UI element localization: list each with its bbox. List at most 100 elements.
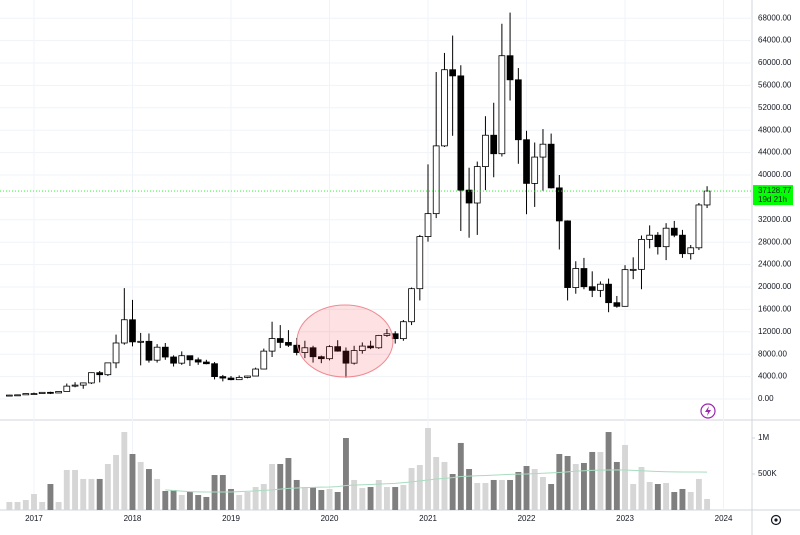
candle-body <box>588 286 596 291</box>
volume-bar <box>540 477 546 510</box>
volume-bar <box>449 474 456 510</box>
candle-body <box>408 288 415 323</box>
candle-body <box>6 394 13 397</box>
candle-body <box>646 234 653 240</box>
volume-bar <box>211 475 218 510</box>
volume-bar <box>441 461 448 510</box>
volume-bar <box>507 479 514 510</box>
volume-bar <box>154 478 161 510</box>
volume-bar <box>31 494 37 510</box>
volume-bar <box>55 502 62 510</box>
volume-bar <box>318 489 325 510</box>
axes: 2017 2018 2019 2020 2021 2022 2023 2024 0.00 4000… <box>0 13 793 523</box>
candle-body <box>79 382 87 386</box>
y-tick-label: 0.00 <box>758 394 774 403</box>
x-tick-label: 2018 <box>124 514 142 523</box>
volume-bar <box>556 453 563 510</box>
candle-body <box>227 377 235 381</box>
candle-body <box>539 143 547 158</box>
candle-body <box>14 394 21 397</box>
candle-body <box>342 350 350 364</box>
candle-body <box>326 346 333 360</box>
volume-bar <box>6 502 13 510</box>
candle-body <box>276 338 284 343</box>
candle-body <box>547 143 555 189</box>
settings-icon[interactable] <box>770 514 782 526</box>
volume-bar <box>425 427 431 510</box>
volume-pane <box>6 427 711 510</box>
candle-body <box>235 377 243 381</box>
volume-bar <box>236 495 243 510</box>
volume-bar <box>679 488 686 510</box>
y-tick-label: 8000.00 <box>758 349 787 358</box>
candle-body <box>153 346 161 361</box>
candle-body <box>203 361 210 365</box>
volume-bar <box>515 471 522 510</box>
volume-bar <box>80 478 87 510</box>
candle-body <box>605 283 612 304</box>
y-tick-label: 32000.00 <box>758 215 792 224</box>
candle-body <box>572 268 580 288</box>
volume-bar <box>104 463 111 510</box>
volume-bar <box>96 478 103 510</box>
candle-body <box>137 340 145 343</box>
volume-bar <box>408 468 415 510</box>
volume-bar <box>203 496 210 510</box>
volume-bar <box>301 487 308 510</box>
candle-body <box>490 134 498 155</box>
volume-bar <box>564 456 571 510</box>
volume-bar <box>343 438 349 510</box>
candle-body <box>473 166 481 204</box>
y-tick-label: 20000.00 <box>758 282 792 291</box>
x-tick-label: 2022 <box>518 514 536 523</box>
last-price-label: 37128.77 <box>758 186 792 195</box>
candle-body <box>441 69 448 147</box>
volume-bar <box>490 479 497 510</box>
volume-bar <box>326 488 333 510</box>
candle-body <box>104 362 112 376</box>
volume-bar <box>195 495 202 510</box>
candle-body <box>564 220 571 288</box>
y-tick-label: 56000.00 <box>758 81 792 90</box>
candle-body <box>244 375 251 378</box>
x-tick-label: 2021 <box>419 514 437 523</box>
volume-bar <box>162 490 169 510</box>
candle-body <box>687 247 695 255</box>
y-tick-label: 44000.00 <box>758 148 792 157</box>
candle-body <box>400 321 407 340</box>
countdown-label: 19d 21h <box>758 195 787 204</box>
candle-body <box>506 55 514 81</box>
grid <box>0 0 752 510</box>
volume-bar <box>228 488 234 510</box>
candle-body <box>416 236 424 290</box>
volume-bar <box>351 479 358 510</box>
candle-body <box>654 234 662 248</box>
volume-bar <box>359 487 366 510</box>
candle-body <box>47 391 54 394</box>
candle-body <box>252 368 259 377</box>
volume-bar <box>178 495 185 510</box>
candle-body <box>22 393 30 396</box>
alert-icon[interactable] <box>700 403 716 419</box>
candle-body <box>629 268 637 271</box>
volume-bar <box>548 484 555 510</box>
candle-body <box>178 355 186 364</box>
candle-body <box>424 213 432 237</box>
y-tick-label: 40000.00 <box>758 170 792 179</box>
volume-bar <box>186 492 193 510</box>
y-tick-label: 64000.00 <box>758 36 792 45</box>
volume-bar <box>72 469 79 510</box>
volume-bar <box>671 492 678 510</box>
volume-bar <box>572 463 579 510</box>
candle-body <box>465 189 473 204</box>
volume-bar <box>367 487 374 510</box>
candle-body <box>129 319 136 343</box>
highlight-ellipse <box>296 304 394 378</box>
candle-body <box>219 376 227 379</box>
candle-body <box>293 344 301 353</box>
volume-bar <box>695 478 702 510</box>
volume-bar <box>433 457 440 510</box>
candle-body <box>457 75 465 191</box>
candle-body <box>285 342 292 346</box>
